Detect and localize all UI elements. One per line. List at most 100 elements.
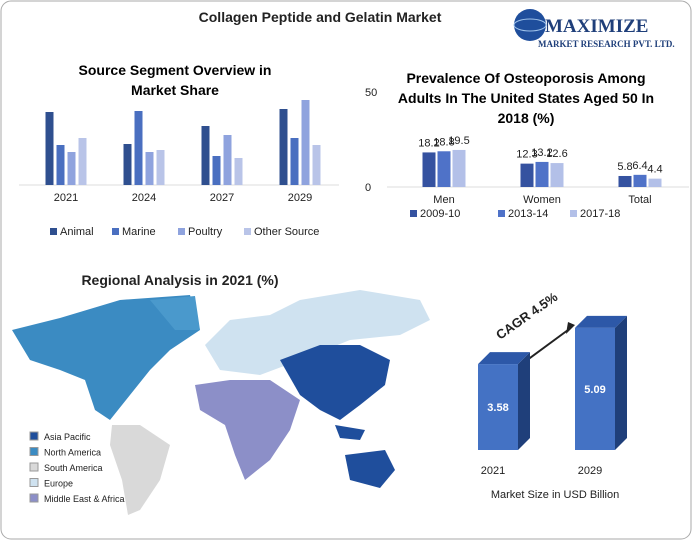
legend-swatch [29, 447, 39, 456]
legend-label: South America [44, 463, 103, 473]
bar [633, 174, 647, 187]
legend-label: Animal [60, 226, 94, 238]
north-america [12, 295, 200, 420]
bar [201, 126, 210, 185]
bar [67, 152, 76, 185]
y-tick-label: 0 [365, 182, 371, 194]
y-tick-label: 50 [365, 87, 377, 99]
value-label: 19.5 [448, 135, 469, 147]
legend-label: 2009-10 [420, 208, 460, 220]
bar [223, 135, 232, 185]
asia-pacific [280, 345, 390, 420]
legend-swatch [178, 228, 185, 235]
x-tick-label: 2021 [481, 465, 505, 477]
legend-swatch [244, 228, 251, 235]
bar [550, 163, 564, 187]
bar [56, 145, 65, 185]
value-label: 12.6 [546, 148, 567, 160]
bar [437, 151, 451, 187]
middle-east-africa [195, 380, 300, 480]
legend-swatch [498, 210, 505, 217]
indonesia [335, 425, 365, 440]
legend-label: Marine [122, 226, 156, 238]
bar [575, 327, 615, 450]
x-axis-label: Market Size in USD Billion [491, 489, 619, 501]
legend-label: Middle East & Africa [44, 494, 125, 504]
logo-globe [514, 9, 546, 41]
bar [452, 149, 466, 187]
chart1-title-box: Source Segment Overview in Market Share [78, 62, 272, 98]
bar [123, 144, 132, 185]
world-map [12, 290, 430, 515]
legend-swatch [29, 431, 39, 441]
legend-swatch [29, 478, 39, 487]
value-label: 4.4 [647, 164, 662, 176]
legend-label: 2013-14 [508, 208, 548, 220]
value-label: 5.09 [584, 384, 605, 396]
x-tick-label: 2029 [578, 465, 602, 477]
x-tick-label: Men [433, 194, 454, 206]
bar [279, 109, 288, 185]
bar [618, 175, 632, 187]
legend-label: Poultry [188, 226, 223, 238]
x-tick-label: Total [628, 194, 651, 206]
value-label: 18.8 [433, 136, 454, 148]
value-label: 12.3 [516, 149, 537, 161]
logo-tagline: MARKET RESEARCH PVT. LTD. [538, 39, 675, 49]
bar [78, 138, 87, 185]
legend-swatch [410, 210, 417, 217]
bar [45, 112, 54, 185]
x-tick-label: Women [523, 194, 561, 206]
value-label: 6.4 [632, 160, 647, 172]
legend-label: Asia Pacific [44, 432, 91, 442]
chart1-title: Source Segment Overview in Market Share [78, 62, 272, 98]
cagr-arrowhead [566, 322, 575, 334]
x-tick-label: 2029 [288, 192, 312, 204]
bar-top [575, 315, 627, 328]
legend-swatch [50, 228, 57, 235]
legend-swatch [570, 210, 577, 217]
chart2-title-box: Prevalence Of Osteoporosis Among Adults … [397, 70, 655, 126]
bar [156, 150, 165, 185]
bar [290, 138, 299, 185]
logo-ring [513, 18, 547, 32]
legend-label: Europe [44, 479, 73, 489]
greenland [150, 296, 200, 330]
value-label: 18.2 [418, 137, 439, 149]
bar [234, 158, 243, 185]
value-label: 5.8 [617, 161, 632, 173]
south-america [110, 425, 170, 515]
bar [520, 163, 534, 187]
legend-label: Other Source [254, 226, 319, 238]
bar-side [518, 352, 530, 450]
bar [422, 152, 436, 187]
chart2-title: Prevalence Of Osteoporosis Among Adults … [397, 70, 655, 126]
bar [145, 152, 154, 185]
bar [134, 111, 143, 185]
logo: MAXIMIZE MARKET RESEARCH PVT. LTD. [513, 9, 675, 49]
map-title: Regional Analysis in 2021 (%) [81, 272, 278, 288]
europe-russia [205, 290, 430, 375]
bar-top [478, 352, 530, 365]
logo-name: MAXIMIZE [545, 16, 648, 37]
bar [301, 100, 310, 185]
x-tick-label: 2024 [132, 192, 156, 204]
legend-label: 2017-18 [580, 208, 620, 220]
legend-label: North America [44, 448, 101, 458]
bar-side [615, 315, 627, 450]
legend-swatch [112, 228, 119, 235]
page-title: Collagen Peptide and Gelatin Market [199, 9, 442, 25]
australia [345, 450, 395, 488]
bar [478, 364, 518, 450]
x-tick-label: 2021 [54, 192, 78, 204]
value-label: 13.2 [531, 147, 552, 159]
legend-swatch [29, 462, 39, 472]
bar [312, 145, 321, 185]
bar [212, 156, 221, 185]
legend-swatch [29, 493, 39, 503]
bar [648, 178, 662, 187]
x-tick-label: 2027 [210, 192, 234, 204]
value-label: 3.58 [487, 402, 508, 414]
bar [535, 161, 549, 187]
